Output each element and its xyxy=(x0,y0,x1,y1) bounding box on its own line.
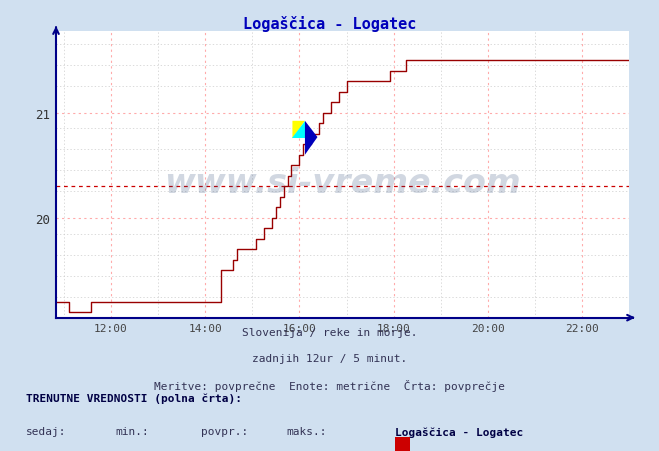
Text: maks.:: maks.: xyxy=(287,426,327,436)
Text: Logaščica - Logatec: Logaščica - Logatec xyxy=(395,426,524,437)
Text: Meritve: povprečne  Enote: metrične  Črta: povprečje: Meritve: povprečne Enote: metrične Črta:… xyxy=(154,379,505,391)
Text: sedaj:: sedaj: xyxy=(26,426,67,436)
Text: www.si-vreme.com: www.si-vreme.com xyxy=(164,167,521,200)
Text: Logaščica - Logatec: Logaščica - Logatec xyxy=(243,16,416,32)
Text: zadnjih 12ur / 5 minut.: zadnjih 12ur / 5 minut. xyxy=(252,353,407,363)
Text: TRENUTNE VREDNOSTI (polna črta):: TRENUTNE VREDNOSTI (polna črta): xyxy=(26,392,243,403)
Text: min.:: min.: xyxy=(115,426,149,436)
Text: povpr.:: povpr.: xyxy=(201,426,248,436)
Text: Slovenija / reke in morje.: Slovenija / reke in morje. xyxy=(242,327,417,337)
